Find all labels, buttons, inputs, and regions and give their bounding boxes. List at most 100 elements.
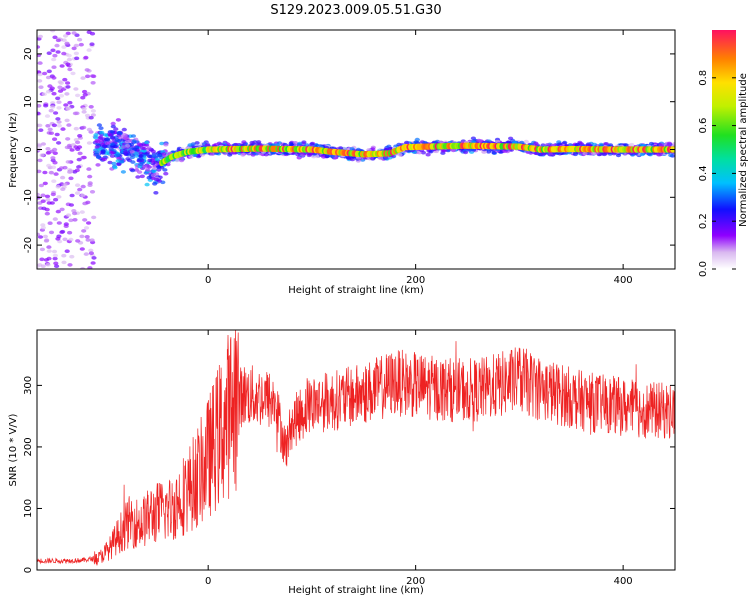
- spectrogram-cell: [159, 141, 165, 146]
- spectrogram-cell: [99, 130, 105, 135]
- spectrogram-cell: [46, 245, 52, 249]
- spectrogram-cell: [146, 146, 152, 150]
- spectrogram-cell: [65, 106, 72, 110]
- spectrogram-cell: [37, 104, 42, 108]
- spectrogram-cell: [54, 132, 60, 137]
- spectrogram-cell: [104, 137, 111, 141]
- spectrogram-cell: [72, 218, 78, 222]
- spectrogram-cell: [50, 48, 56, 53]
- spectrogram-cell: [572, 152, 579, 157]
- spectrogram-cell: [120, 170, 126, 174]
- spectrogram-cell: [345, 156, 352, 160]
- spectrogram-cell: [301, 140, 307, 144]
- spectrogram-cell: [64, 92, 70, 96]
- spectrogram-cell: [163, 171, 169, 176]
- spectrogram-cell: [61, 260, 67, 265]
- spectrogram-cell: [623, 143, 629, 147]
- spectrogram-cell: [50, 105, 56, 109]
- spectrogram-cell: [47, 84, 53, 88]
- spectrogram-cell: [74, 191, 81, 195]
- spectrogram-cell: [77, 37, 83, 42]
- spectrogram-cell: [41, 206, 47, 211]
- spectrogram-cell: [57, 239, 63, 244]
- spectrogram-cell: [89, 190, 96, 194]
- spectrogram-cell: [112, 144, 118, 149]
- spectrogram-cell: [76, 157, 82, 162]
- spectrogram-cell: [56, 100, 62, 104]
- spectrogram-cell: [37, 158, 43, 163]
- snr-y-ticks: 0 100 200 300: [23, 376, 675, 573]
- spectrogram-cell: [156, 153, 163, 158]
- spectrogram-cell: [534, 151, 540, 156]
- snr-y-tick-label: 0: [23, 567, 34, 573]
- spectrogram-cell: [153, 191, 159, 195]
- spectrogram-cell: [58, 94, 65, 98]
- spectrogram-cell: [119, 160, 125, 164]
- spectrogram-cell: [87, 181, 93, 185]
- spectrogram-cell: [397, 152, 403, 157]
- spectrogram-cell: [64, 41, 70, 46]
- snr-x-tick-label: 0: [205, 576, 211, 587]
- spectrogram-cell: [78, 42, 84, 47]
- spectrogram-cell: [65, 137, 71, 141]
- spectrogram-cell: [648, 141, 655, 146]
- spectrogram-cell: [115, 153, 121, 157]
- spectrogram-cell: [90, 261, 96, 265]
- spectrogram-cell: [96, 123, 102, 127]
- snr-series-line: [37, 330, 675, 566]
- spectrogram-cell: [194, 141, 200, 145]
- spectrogram-cell: [55, 237, 61, 241]
- spectrogram-cell: [53, 111, 59, 115]
- spectrogram-cell: [57, 85, 63, 90]
- spectrogram-cell: [77, 134, 83, 138]
- spectrogram-cell: [304, 143, 310, 147]
- spectrogram-cell: [47, 127, 53, 132]
- spectrogram-cell: [71, 46, 77, 51]
- spectrogram-cell: [82, 218, 88, 222]
- spectrogram-cell: [43, 258, 50, 262]
- spectrogram-cell: [69, 148, 75, 152]
- spectrogram-cell: [110, 121, 116, 126]
- spectrogram-cell: [142, 165, 148, 169]
- spectrogram-cell: [204, 143, 210, 148]
- spectrogram-cell: [562, 140, 568, 145]
- spectrogram-cell: [53, 197, 59, 202]
- spectrogram-cell: [66, 57, 72, 62]
- spectrogram-cell: [90, 74, 96, 78]
- spectrogram-cell: [38, 128, 44, 132]
- spectrogram-cell: [53, 261, 59, 266]
- spectrogram-cell: [42, 234, 49, 239]
- spectrogram-cell: [80, 76, 86, 80]
- spectrogram-cell: [44, 114, 51, 118]
- spectrogram-cell: [51, 123, 58, 128]
- spectrogram-cell: [90, 113, 96, 117]
- spectrogram-cell: [50, 156, 56, 160]
- spectrogram-cell: [44, 238, 50, 242]
- spectrogram-cell: [152, 182, 158, 186]
- spectrogram-cell: [122, 136, 129, 140]
- spectrogram-cell: [65, 160, 71, 164]
- spectrogram-cell: [100, 149, 106, 154]
- spectrogram-cell: [37, 192, 40, 197]
- snr-x-label: Height of straight line (km): [288, 585, 424, 596]
- spectrogram-cell: [295, 152, 301, 157]
- spectrogram-cell: [59, 64, 65, 68]
- spectrogram-cell: [86, 48, 92, 52]
- figure-title: S129.2023.009.05.51.G30: [270, 3, 441, 18]
- spectrogram-cell: [88, 105, 94, 109]
- spectrogram-cell: [56, 106, 62, 110]
- spectrogram-cell: [50, 30, 56, 33]
- spectrogram-cell: [51, 57, 57, 62]
- spectrogram-cell: [65, 31, 71, 36]
- spectrogram-cell: [109, 150, 115, 155]
- spectrogram-cell: [40, 142, 47, 146]
- spectrogram-cell: [45, 89, 52, 94]
- spectrogram-cell: [135, 175, 141, 179]
- snr-background: [37, 330, 675, 570]
- spectrogram-cell: [48, 131, 55, 135]
- spectrogram-cell: [95, 163, 101, 167]
- spectrogram-cell: [85, 200, 91, 205]
- spectrogram-cell: [73, 43, 79, 48]
- spectrogram-cell: [52, 147, 58, 152]
- spectrogram-cell: [73, 126, 79, 131]
